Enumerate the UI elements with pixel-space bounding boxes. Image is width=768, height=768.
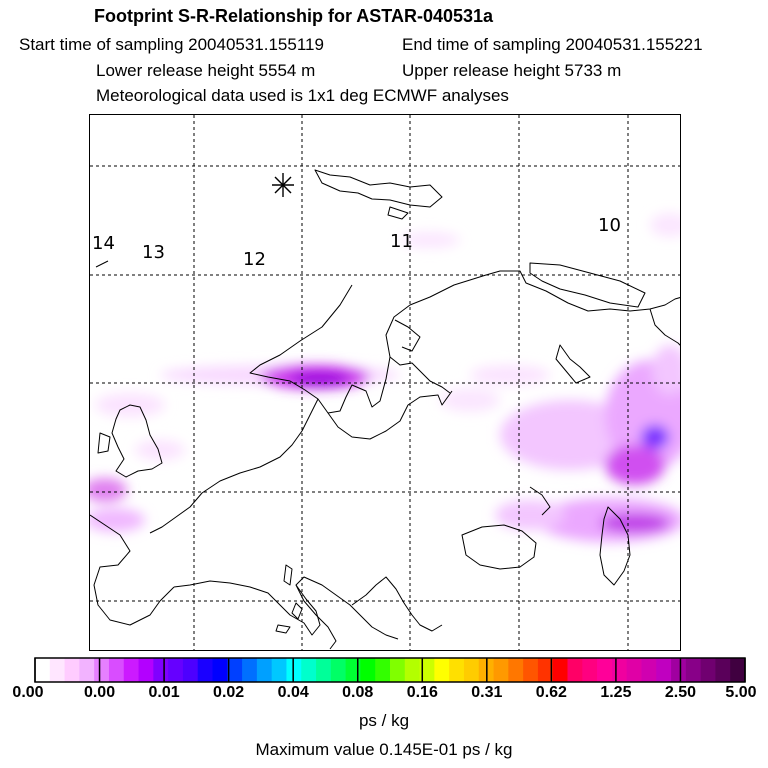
color-scale-swatch	[256, 658, 273, 682]
color-scale-swatch	[49, 658, 65, 682]
color-scale-swatch	[390, 658, 406, 682]
time-labels: 14 13 12 11 10	[92, 215, 621, 270]
color-scale-border	[34, 657, 746, 683]
time-label-13: 13	[142, 242, 165, 263]
color-scale-tick-label: 0.04	[277, 684, 309, 701]
color-scale-tick-label: 0.00	[83, 684, 116, 701]
color-scale-swatch	[671, 658, 687, 682]
time-label-14: 14	[92, 233, 115, 254]
color-scale-swatch	[567, 658, 583, 682]
color-scale-swatch	[641, 658, 657, 682]
time-label-11: 11	[390, 231, 413, 252]
color-scale-tick-label: 1.25	[600, 684, 632, 701]
color-scale-swatch	[449, 658, 465, 682]
color-scale-swatch	[360, 658, 376, 682]
plot-title: Footprint S-R-Relationship for ASTAR-040…	[94, 6, 494, 26]
lat-lon-grid	[90, 115, 680, 650]
color-scale-swatch	[286, 658, 302, 682]
color-scale-swatch	[345, 658, 361, 682]
time-label-12: 12	[243, 249, 266, 270]
color-scale-swatch	[537, 658, 554, 682]
color-scale-swatch	[94, 658, 110, 682]
coastlines	[90, 169, 680, 650]
color-scale-swatch	[316, 658, 332, 682]
color-scale-swatch	[168, 658, 184, 682]
color-scale-tick-label: 0.31	[471, 684, 503, 701]
color-scale-swatch	[434, 658, 450, 682]
footprint-field	[90, 213, 680, 542]
color-scale-tick-label: 0.16	[406, 684, 438, 701]
max-value-label: Maximum value 0.145E-01 ps / kg	[255, 740, 513, 759]
color-scale-swatch	[227, 658, 243, 682]
color-scale-swatch	[35, 658, 51, 682]
color-scale-swatch	[153, 658, 169, 682]
color-scale-swatch	[611, 658, 628, 682]
footprint-map: 14 13 12 11 10	[89, 114, 681, 651]
start-time-label: Start time of sampling 20040531.155119	[19, 35, 324, 54]
color-scale-swatch	[626, 658, 642, 682]
color-scale-swatch	[493, 658, 509, 682]
color-scale-swatch	[197, 658, 213, 682]
color-scale-swatch	[375, 658, 391, 682]
upper-height-label: Upper release height 5733 m	[402, 61, 622, 80]
release-site-star-icon	[272, 173, 294, 197]
color-scale-swatch	[597, 658, 613, 682]
color-scale-swatch	[138, 658, 154, 682]
color-scale-swatch	[730, 658, 746, 682]
time-label-10: 10	[598, 215, 621, 236]
color-scale-swatch	[656, 658, 672, 682]
color-scale-swatch	[242, 658, 258, 682]
color-scale-tick-label: 0.00	[12, 684, 44, 701]
color-scale-swatch	[582, 658, 598, 682]
color-scale-swatch	[552, 658, 568, 682]
units-label: ps / kg	[358, 711, 410, 730]
end-time-label: End time of sampling 20040531.155221	[402, 35, 703, 54]
color-scale-swatch	[108, 658, 125, 682]
color-scale-swatch	[419, 658, 435, 682]
color-scale-swatch	[508, 658, 524, 682]
lower-height-label: Lower release height 5554 m	[96, 61, 316, 80]
color-scale-swatch	[182, 658, 199, 682]
color-scale-swatch	[330, 658, 347, 682]
color-scale-tick-label: 0.01	[148, 684, 180, 701]
color-scale-swatch	[123, 658, 139, 682]
color-scale-swatch	[685, 658, 702, 682]
color-scale-tick-label: 0.02	[213, 684, 245, 701]
color-scale-tick-label: 2.50	[664, 684, 697, 701]
color-scale-swatch	[64, 658, 80, 682]
color-scale-swatch	[715, 658, 731, 682]
color-scale-bar	[34, 657, 746, 683]
color-scale-swatch	[301, 658, 317, 682]
color-scale-swatch	[79, 658, 95, 682]
color-scale-swatch	[404, 658, 420, 682]
color-scale-tick-label: 0.08	[342, 684, 374, 701]
color-scale-swatch	[523, 658, 539, 682]
color-scale-tick-label: 0.62	[535, 684, 567, 701]
color-scale-swatch	[271, 658, 287, 682]
color-scale-swatch	[212, 658, 228, 682]
met-data-label: Meteorological data used is 1x1 deg ECMW…	[96, 86, 509, 105]
color-scale-swatch	[700, 658, 716, 682]
map-canvas: 14 13 12 11 10	[90, 115, 680, 650]
color-scale-swatch	[463, 658, 480, 682]
color-scale-tick-label: 5.00	[725, 684, 757, 701]
